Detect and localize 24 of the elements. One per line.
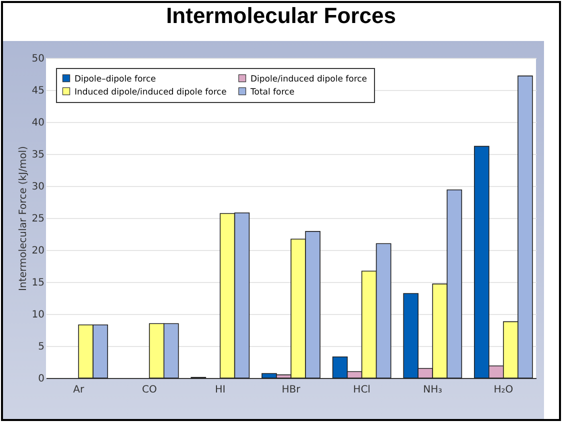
y-tick-label: 15 [32,278,44,288]
x-tick-label: H₂O [494,384,514,396]
x-tick-label: Ar [73,384,85,396]
x-tick-label: NH₃ [423,384,442,396]
y-tick-label: 50 [32,54,44,64]
y-tick-label: 25 [32,214,44,224]
y-tick-label: 35 [32,150,44,160]
y-tick-label: 5 [38,342,44,352]
legend-label: Dipole–dipole force [74,74,156,84]
y-tick-label: 10 [32,310,44,320]
y-tick-label: 20 [32,246,44,256]
y-tick-label: 0 [38,374,44,384]
chart-title: Intermolecular Forces [165,3,397,30]
y-tick-label: 45 [32,86,44,96]
x-tick-label: HI [214,384,226,396]
x-tick-label: HCl [353,384,370,396]
legend-label: Total force [250,87,294,98]
y-axis-title: Intermolecular Force (kJ/mol) [18,146,29,291]
y-tick-label: 30 [32,182,44,192]
legend-label: Induced dipole/induced dipole force [74,87,227,98]
y-tick-label: 40 [32,118,44,128]
x-tick-label: CO [142,384,157,396]
legend-label: Dipole/induced dipole force [250,74,368,84]
x-tick-label: HBr [282,384,302,396]
